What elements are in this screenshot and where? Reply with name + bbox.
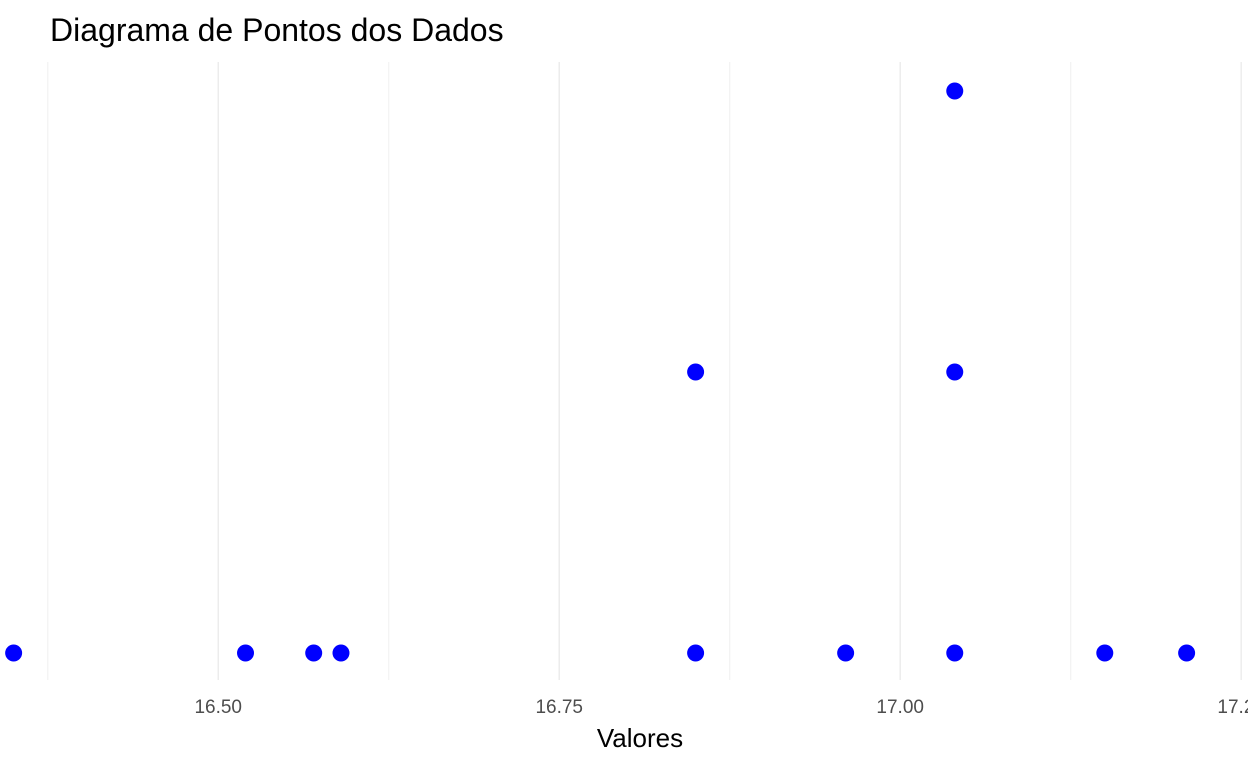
x-tick-label: 16.75 [535, 697, 583, 718]
data-point [687, 644, 705, 662]
data-point [332, 644, 350, 662]
data-point [305, 644, 323, 662]
grid-lines [47, 62, 1242, 680]
data-point [687, 363, 705, 381]
chart-title: Diagrama de Pontos dos Dados [50, 12, 504, 48]
data-point [5, 644, 23, 662]
data-point [237, 644, 255, 662]
x-axis-title: Valores [597, 723, 683, 753]
x-tick-label: 17.25 [1217, 697, 1248, 718]
data-point [1096, 644, 1114, 662]
data-point [837, 644, 855, 662]
x-tick-label: 16.50 [194, 697, 242, 718]
data-points [5, 82, 1196, 662]
x-tick-label: 17.00 [876, 697, 924, 718]
data-point [1178, 644, 1196, 662]
data-point [946, 644, 964, 662]
data-point [946, 363, 964, 381]
data-point [946, 82, 964, 100]
x-axis-tick-labels: 16.50 16.75 17.00 17.25 [194, 697, 1248, 718]
